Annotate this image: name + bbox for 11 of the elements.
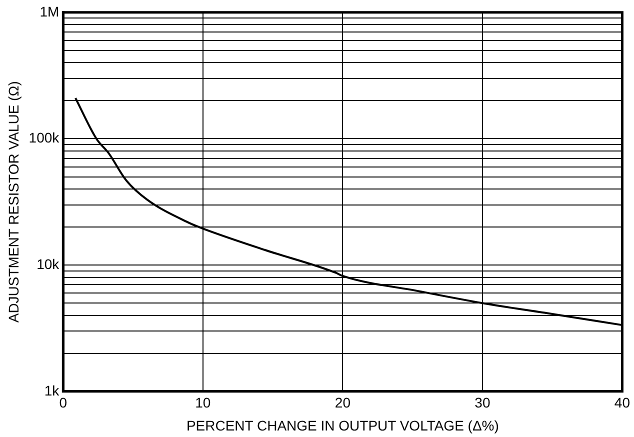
y-tick-label: 10k <box>36 256 60 272</box>
y-tick-label: 100k <box>28 130 60 146</box>
y-tick-label: 1M <box>40 3 60 20</box>
x-tick-label: 10 <box>195 394 211 411</box>
x-tick-label: 0 <box>59 394 68 411</box>
x-axis-title: PERCENT CHANGE IN OUTPUT VOLTAGE (Δ%) <box>186 417 499 434</box>
x-tick-label: 40 <box>614 394 630 411</box>
x-tick-label: 20 <box>334 394 351 411</box>
y-axis-title: ADJUSTMENT RESISTOR VALUE (Ω) <box>5 81 22 323</box>
x-tick-label: 30 <box>474 394 490 411</box>
y-tick-label: 1k <box>44 382 60 398</box>
